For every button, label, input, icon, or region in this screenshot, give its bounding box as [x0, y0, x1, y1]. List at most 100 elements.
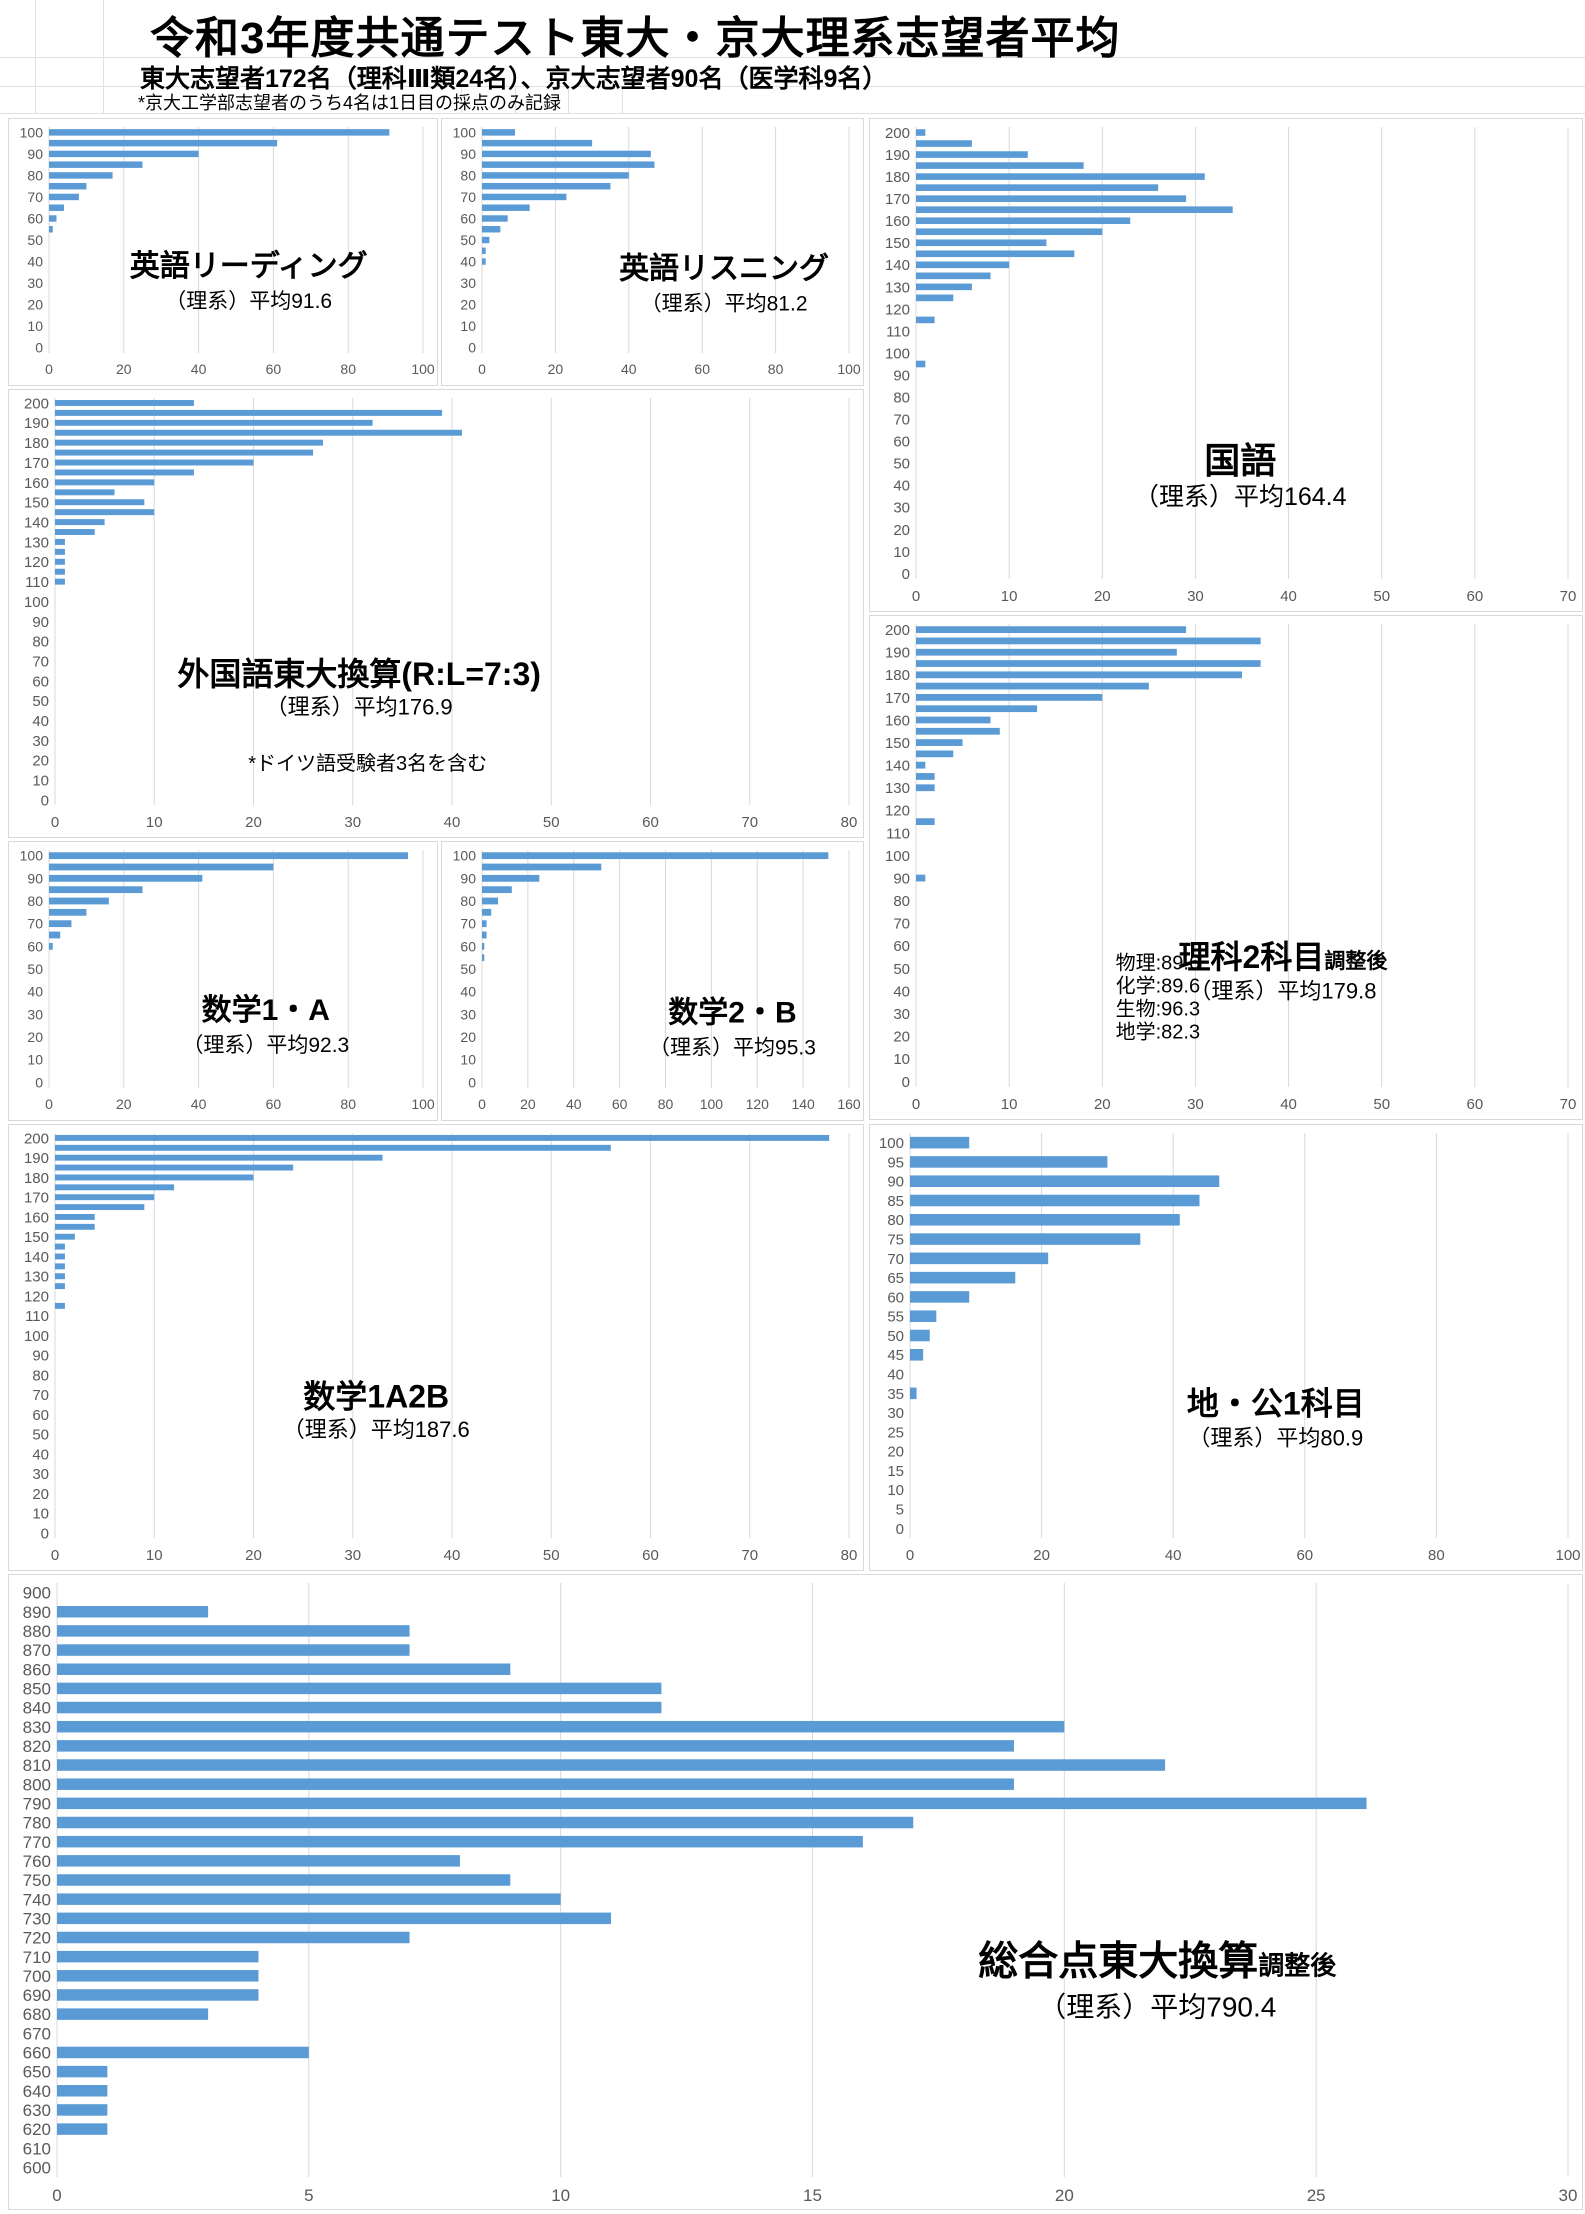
bar-50	[910, 1329, 930, 1342]
bar-155	[916, 727, 1000, 735]
x-tick-label: 0	[51, 1547, 59, 1564]
y-tick-label: 40	[893, 983, 910, 1000]
bar-200	[55, 399, 194, 406]
bar-750	[57, 1874, 511, 1886]
y-tick-label: 110	[25, 1308, 49, 1325]
y-tick-label: 170	[885, 690, 910, 707]
chart-title: 総合点東大換算調整後	[978, 1939, 1337, 1983]
x-tick-label: 20	[245, 1547, 262, 1564]
bar-650	[57, 2065, 108, 2078]
chart-svg: 0 20 40 60 80 1001009080706050403020100英語リーディ…	[20, 124, 435, 377]
chart-subtitle: （理系）平均164.4	[1134, 483, 1347, 511]
y-tick-label: 700	[23, 1967, 51, 1986]
chart-total-conversion: 0 5 10 15 20 25 30 900 890 880 870 860 850 840 830 820 8…	[8, 1574, 1583, 2210]
y-tick-label: 90	[893, 870, 910, 887]
bar-50	[482, 236, 490, 244]
bar-200	[55, 1134, 830, 1141]
y-tick-label: 65	[887, 1270, 904, 1287]
bar-125	[916, 294, 954, 302]
bar-730	[57, 1912, 612, 1925]
y-tick-label: 810	[23, 1756, 51, 1775]
bar-195	[916, 140, 972, 147]
y-tick-label: 160	[24, 1209, 49, 1226]
bar-75	[910, 1233, 1141, 1245]
y-tick-label: 640	[23, 2082, 51, 2101]
y-tick-label: 180	[24, 1170, 49, 1187]
bar-75	[49, 182, 87, 190]
bar-190	[55, 419, 373, 426]
y-tick-label: 30	[460, 1006, 476, 1022]
x-tick-label: 10	[146, 814, 163, 831]
bar-195	[55, 1144, 611, 1151]
bar-840	[57, 1701, 662, 1714]
chart-subtitle: （理系）平均187.6	[283, 1417, 470, 1442]
y-tick-label: 70	[27, 916, 43, 932]
x-tick-label: 20	[1094, 588, 1111, 605]
y-tick-label: 720	[23, 1929, 51, 1948]
bar-190	[55, 1154, 383, 1161]
chart-title: 理科2科目調整後	[1179, 939, 1389, 975]
y-tick-label: 180	[24, 435, 49, 452]
chart-annotation: 物理:89.6	[1116, 952, 1200, 975]
x-tick-label: 60	[694, 361, 710, 377]
y-tick-label: 170	[885, 191, 910, 208]
y-tick-label: 50	[893, 456, 910, 473]
bar-70	[910, 1252, 1049, 1265]
chart-svg: 0 20 40 60 80 1001009590858075706560555045403…	[879, 1133, 1581, 1564]
y-tick-label: 80	[32, 1367, 49, 1384]
y-tick-label: 200	[885, 125, 910, 142]
bar-140	[55, 1253, 65, 1260]
chart-english-reading: 0 20 40 60 80 100 100 90 80 70 60 50 40 30 20 10 0 英語リーディ…	[8, 118, 438, 386]
chart-subtitle: （理系）平均790.4	[1038, 1991, 1276, 2022]
y-tick-label: 30	[460, 275, 476, 291]
bar-85	[910, 1194, 1200, 1207]
bar-690	[57, 1989, 259, 2001]
x-tick-label: 40	[1165, 1547, 1182, 1564]
chart-english-listening: 0 20 40 60 80 100 100 90 80 70 60 50 40 30 20 10 0 英語リスニン…	[441, 118, 864, 386]
y-tick-label: 850	[23, 1680, 51, 1699]
x-tick-label: 70	[1560, 1096, 1577, 1113]
bar-165	[55, 469, 194, 476]
bar-165	[55, 1204, 145, 1211]
bar-160	[55, 479, 155, 486]
y-tick-label: 160	[24, 475, 49, 492]
bar-180	[916, 173, 1205, 180]
y-tick-label: 30	[32, 733, 49, 750]
chart-subtitle: （理系）平均95.3	[649, 1037, 816, 1060]
bar-75	[49, 908, 87, 916]
y-tick-label: 140	[885, 257, 910, 274]
chart-math-1a: 0 20 40 60 80 100 100 90 80 70 60 50 40 30 20 10 0 数学1・A （…	[8, 841, 438, 1121]
bar-720	[57, 1931, 410, 1944]
bar-180	[55, 439, 323, 446]
x-tick-label: 140	[791, 1096, 815, 1112]
x-tick-label: 5	[304, 2186, 313, 2205]
y-tick-label: 50	[893, 961, 910, 978]
bar-75	[482, 908, 492, 916]
y-tick-label: 30	[893, 500, 910, 517]
bar-90	[49, 150, 199, 158]
y-tick-label: 20	[887, 1444, 904, 1461]
bar-90	[482, 150, 651, 158]
y-tick-label: 100	[24, 1328, 49, 1345]
chart-subtitle: （理系）平均179.8	[1189, 978, 1376, 1003]
cell-gridline	[103, 0, 104, 113]
y-tick-label: 800	[23, 1775, 51, 1794]
chart-title: 英語リスニング	[619, 252, 829, 286]
bar-90	[910, 1175, 1220, 1187]
y-tick-label: 0	[35, 1074, 43, 1090]
y-tick-label: 780	[23, 1814, 51, 1833]
y-tick-label: 120	[885, 301, 910, 318]
y-tick-label: 680	[23, 2005, 51, 2024]
bar-60	[49, 942, 53, 950]
bar-130	[916, 784, 935, 792]
y-tick-label: 100	[885, 848, 910, 865]
bar-190	[916, 648, 1177, 656]
x-tick-label: 30	[1187, 1096, 1204, 1113]
cell-gridline	[0, 57, 1585, 58]
x-tick-label: 10	[146, 1547, 163, 1564]
y-tick-label: 50	[32, 693, 49, 710]
bar-150	[55, 499, 145, 506]
x-tick-label: 40	[621, 361, 637, 377]
y-tick-label: 890	[23, 1603, 51, 1622]
bar-175	[916, 184, 1159, 191]
